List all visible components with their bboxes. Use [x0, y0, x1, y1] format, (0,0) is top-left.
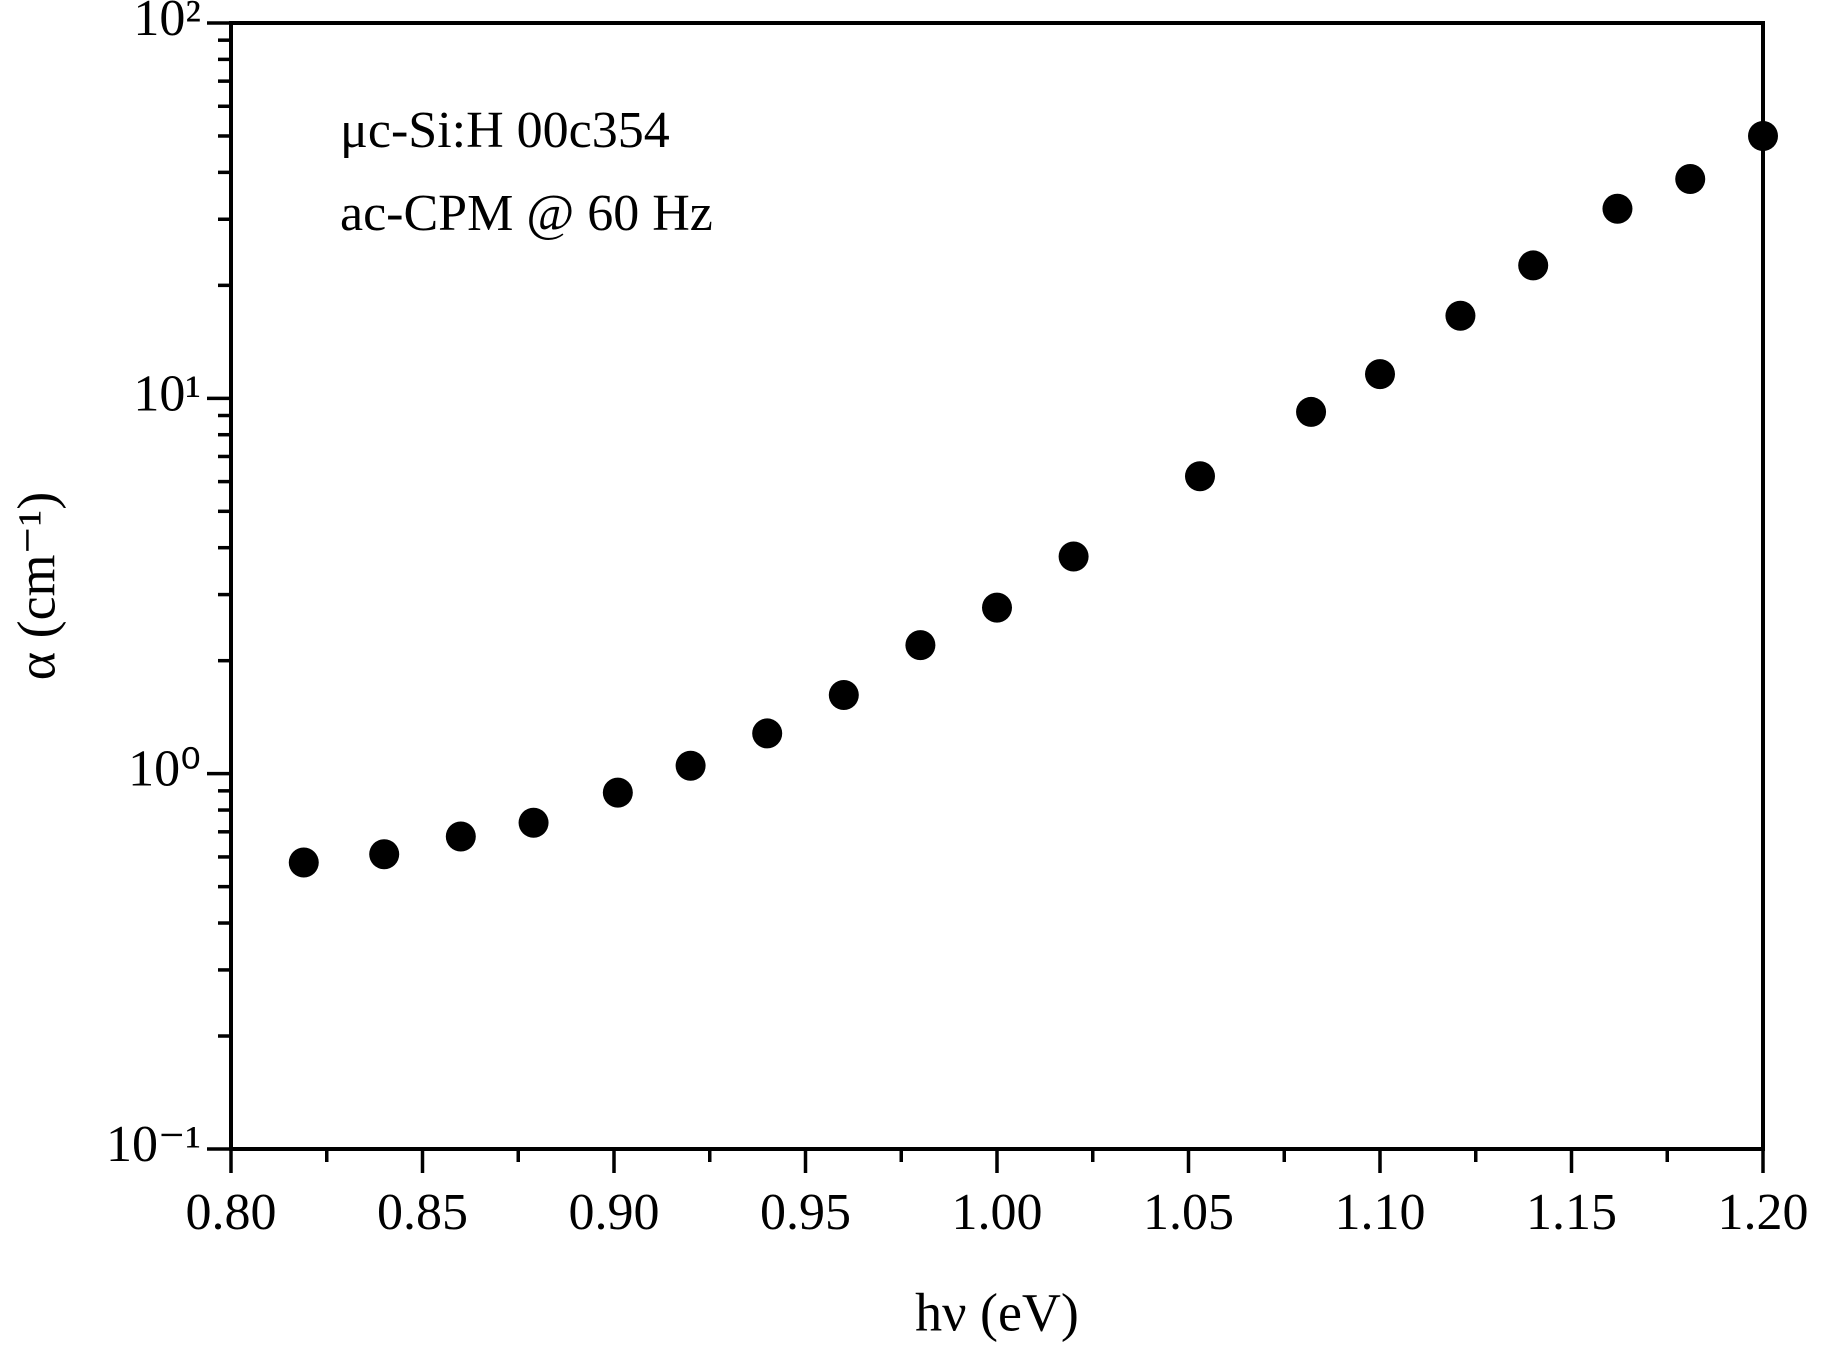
data-point: [752, 718, 783, 749]
data-point: [1365, 359, 1395, 390]
x-tick-label: 1.05: [1143, 1184, 1234, 1241]
data-point: [1445, 300, 1476, 331]
data-point: [1675, 164, 1706, 195]
y-tick-label: 10¹: [133, 365, 201, 422]
y-tick-label: 10⁰: [128, 741, 201, 798]
x-tick-label: 0.85: [377, 1184, 468, 1241]
y-tick-label: 10⁻¹: [106, 1116, 201, 1173]
y-axis-title: α (cm⁻¹): [6, 492, 66, 680]
x-tick-label: 1.20: [1718, 1184, 1809, 1241]
data-point: [1748, 120, 1778, 151]
x-axis-title: hν (eV): [915, 1282, 1079, 1342]
y-tick-label: 10²: [133, 0, 201, 47]
data-point: [1058, 541, 1089, 572]
data-point: [369, 839, 400, 870]
data-point: [1602, 193, 1633, 224]
data-point: [1184, 461, 1215, 492]
x-tick-label: 1.15: [1526, 1184, 1617, 1241]
data-point: [288, 847, 319, 878]
data-point: [905, 630, 936, 661]
x-tick-label: 0.90: [569, 1184, 660, 1241]
x-tick-label: 0.80: [186, 1184, 277, 1241]
annotation: ac-CPM @ 60 Hz: [340, 185, 713, 242]
data-point: [518, 807, 549, 838]
data-point: [675, 750, 706, 781]
data-point: [982, 592, 1012, 623]
annotation: μc-Si:H 00c354: [340, 102, 670, 159]
data-point: [1518, 250, 1549, 281]
x-tick-label: 1.10: [1335, 1184, 1426, 1241]
x-tick-label: 0.95: [760, 1184, 851, 1241]
data-point: [602, 777, 633, 808]
x-tick-label: 1.00: [952, 1184, 1043, 1241]
data-point: [1296, 396, 1327, 427]
data-point: [828, 680, 859, 711]
data-point: [445, 821, 476, 852]
